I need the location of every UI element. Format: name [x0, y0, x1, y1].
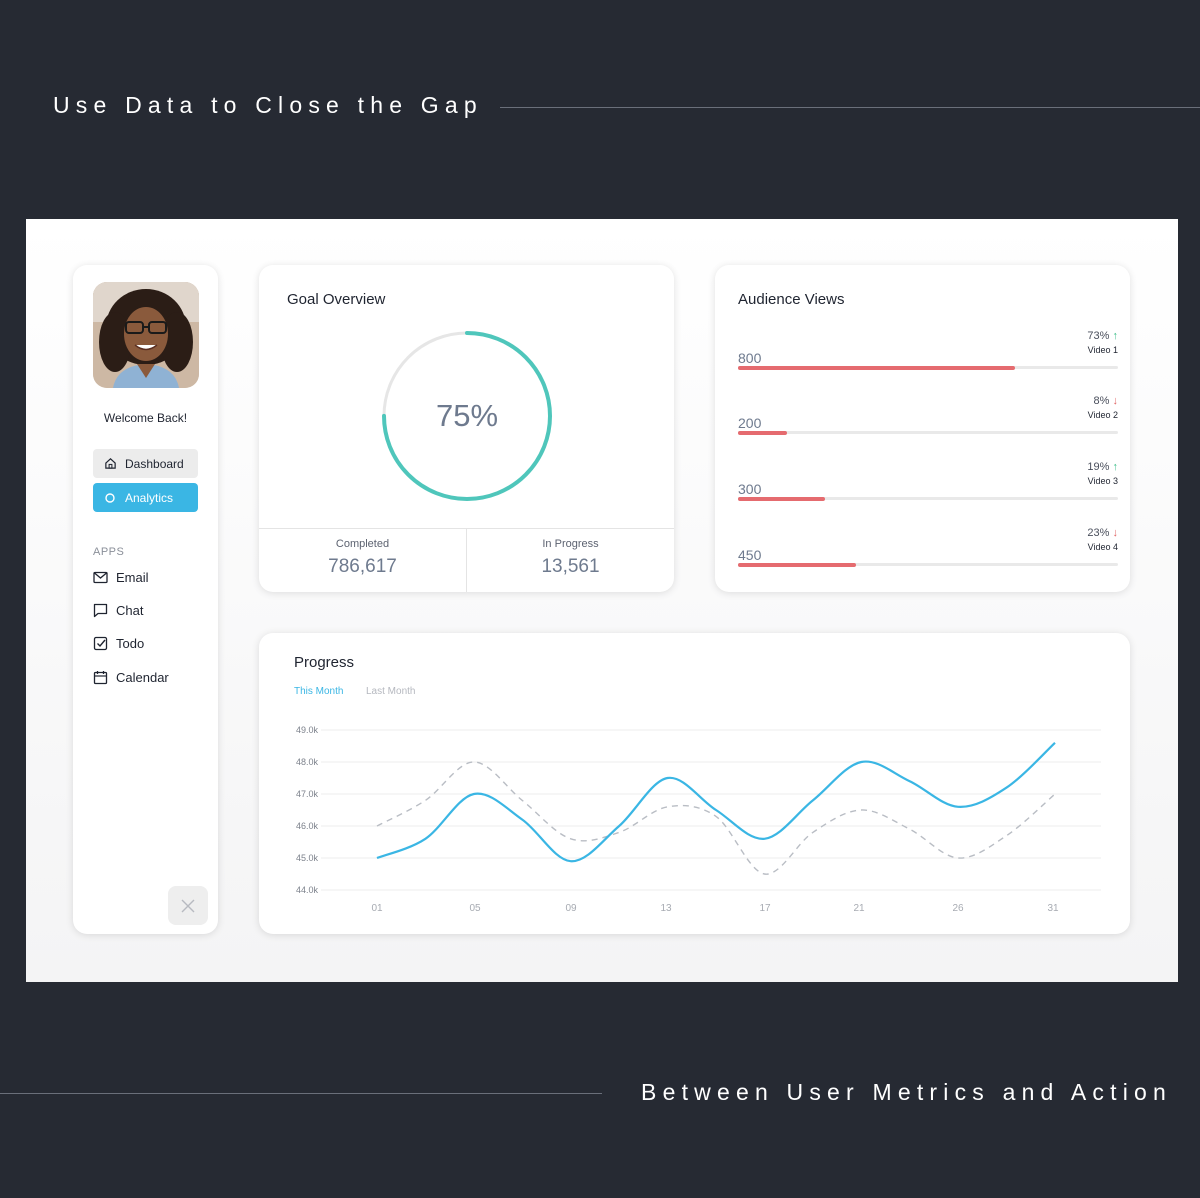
progress-card: Progress This Month Last Month 44.0k 45.0… — [259, 633, 1130, 934]
arrow-down-icon: ↓ — [1112, 527, 1119, 539]
y-tick-label: 49.0k — [296, 725, 319, 735]
audience-percent: 8% ↓ — [1093, 395, 1119, 407]
audience-bar-fill — [738, 430, 788, 435]
app-item-calendar[interactable]: Calendar — [93, 670, 169, 685]
goal-overview-card: Goal Overview 75% Completed 786,617 In P… — [259, 265, 674, 592]
app-item-chat-label: Chat — [116, 603, 144, 618]
completed-stat: Completed 786,617 — [259, 538, 466, 578]
headline-bottom: Between User Metrics and Action — [641, 1079, 1172, 1105]
y-tick-label: 44.0k — [296, 885, 319, 895]
audience-views-title: Audience Views — [738, 291, 845, 308]
x-tick-label: 13 — [660, 903, 672, 914]
audience-bar-track — [738, 365, 1118, 370]
audience-bar-fill — [738, 496, 826, 501]
y-tick-label: 47.0k — [296, 789, 319, 799]
in-progress-stat: In Progress 13,561 — [467, 538, 674, 578]
app-item-todo-label: Todo — [116, 636, 145, 651]
nav-dashboard-label: Dashboard — [125, 456, 184, 471]
audience-percent: 19% ↑ — [1087, 461, 1118, 473]
progress-title: Progress — [294, 654, 355, 671]
goal-progress-arc — [382, 331, 552, 501]
x-tick-label: 17 — [759, 903, 771, 914]
nav-dashboard[interactable]: Dashboard — [93, 449, 198, 478]
y-tick-label: 48.0k — [296, 757, 319, 767]
audience-percent: 23% ↓ — [1087, 527, 1118, 539]
audience-video-label: Video 4 — [1087, 542, 1118, 552]
goal-percent: 75% — [435, 398, 499, 433]
x-tick-label: 01 — [371, 903, 383, 914]
audience-value: 300 — [738, 481, 762, 497]
mail-icon — [93, 571, 108, 584]
tab-last-month[interactable]: Last Month — [366, 686, 416, 697]
welcome-text: Welcome Back! — [103, 411, 188, 425]
audience-bar-fill — [738, 365, 1016, 370]
apps-section-label: APPS — [93, 546, 125, 558]
audience-row: 200 8% ↓ Video 2 — [738, 395, 1118, 447]
avatar — [93, 282, 199, 388]
checkbox-icon — [93, 636, 108, 651]
close-button[interactable] — [168, 886, 208, 925]
arrow-up-icon: ↑ — [1112, 461, 1119, 473]
app-item-email[interactable]: Email — [93, 570, 149, 585]
circle-icon — [103, 491, 117, 505]
completed-label: Completed — [335, 538, 390, 550]
progress-line-chart: 44.0k 45.0k 46.0k 47.0k 48.0k 49.0k 01 05 09 13 17… — [296, 725, 1101, 914]
nav-analytics-label: Analytics — [125, 490, 174, 505]
x-tick-label: 26 — [952, 903, 964, 914]
headline-top: Use Data to Close the Gap — [53, 92, 483, 118]
divider-bottom — [0, 1093, 602, 1094]
in-progress-label: In Progress — [542, 538, 599, 550]
audience-video-label: Video 3 — [1087, 476, 1118, 486]
app-item-email-label: Email — [116, 570, 149, 585]
app-item-todo[interactable]: Todo — [93, 636, 144, 651]
completed-value: 786,617 — [328, 556, 397, 577]
x-tick-label: 05 — [469, 903, 481, 914]
close-icon — [181, 899, 195, 912]
app-item-calendar-label: Calendar — [116, 670, 169, 685]
audience-percent: 73% ↑ — [1087, 330, 1118, 342]
audience-value: 800 — [738, 350, 762, 366]
audience-bar-track — [738, 496, 1118, 501]
audience-row: 800 73% ↑ Video 1 — [738, 330, 1118, 382]
nav-analytics[interactable]: Analytics — [93, 483, 198, 512]
x-tick-label: 09 — [565, 903, 577, 914]
audience-video-label: Video 1 — [1087, 345, 1118, 355]
y-tick-label: 46.0k — [296, 821, 319, 831]
audience-row: 300 19% ↑ Video 3 — [738, 461, 1118, 513]
chat-icon — [93, 603, 108, 618]
goal-overview-title: Goal Overview — [287, 291, 386, 308]
audience-bar-track — [738, 562, 1118, 567]
in-progress-value: 13,561 — [541, 556, 600, 577]
home-icon — [103, 457, 117, 471]
x-tick-label: 21 — [853, 903, 865, 914]
audience-bar-fill — [738, 562, 856, 567]
sidebar: Welcome Back! Dashboard Analytics APPS E… — [73, 265, 218, 934]
tab-this-month[interactable]: This Month — [294, 686, 344, 697]
goal-progress-ring — [382, 331, 552, 501]
audience-row: 450 23% ↓ Video 4 — [738, 527, 1118, 579]
app-item-chat[interactable]: Chat — [93, 603, 143, 618]
x-tick-label: 31 — [1047, 903, 1059, 914]
arrow-down-icon: ↓ — [1112, 395, 1119, 407]
audience-bar-track — [738, 430, 1118, 435]
arrow-up-icon: ↑ — [1112, 330, 1119, 342]
audience-views-card: Audience Views 800 73% ↑ Video 1 200 8% … — [715, 265, 1130, 592]
audience-value: 200 — [738, 415, 762, 431]
dashboard-screen: Welcome Back! Dashboard Analytics APPS E… — [26, 219, 1178, 982]
calendar-icon — [93, 671, 108, 685]
series-line-last-month — [376, 761, 1056, 875]
series-line-this-month — [376, 741, 1056, 863]
y-tick-label: 45.0k — [296, 853, 319, 863]
goal-divider-vertical — [466, 528, 467, 592]
divider-top — [500, 107, 1200, 108]
audience-value: 450 — [738, 547, 762, 563]
audience-video-label: Video 2 — [1087, 410, 1118, 420]
